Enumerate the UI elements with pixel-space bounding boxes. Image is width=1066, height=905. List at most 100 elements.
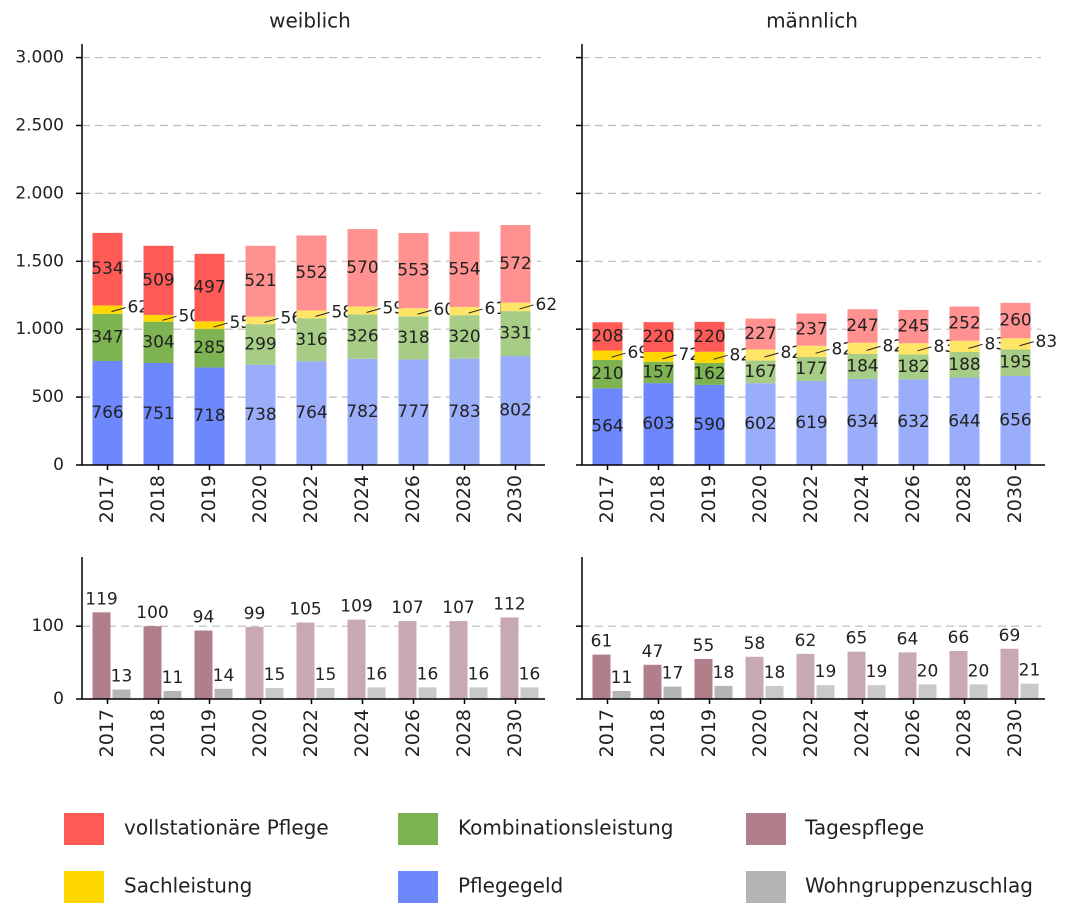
bar-segment [296, 361, 327, 465]
data-label: 157 [642, 362, 674, 382]
x-tick-label: 2026 [402, 709, 424, 757]
data-label: 16 [417, 664, 439, 684]
data-label: 347 [91, 327, 123, 347]
y-tick-label: 100 [32, 616, 64, 636]
x-tick-label: 2018 [147, 475, 169, 523]
label-leader [264, 317, 279, 323]
data-label: 18 [713, 663, 735, 683]
data-label: 751 [142, 404, 174, 424]
legend-swatch [746, 871, 786, 903]
data-label: 69 [999, 626, 1021, 646]
data-label: 119 [85, 589, 117, 609]
data-label: 534 [91, 259, 123, 279]
x-tick-label: 2019 [698, 709, 720, 757]
bar-segment [143, 245, 174, 315]
data-label: 107 [391, 598, 423, 618]
bar-segment [143, 321, 174, 364]
bar-segment [796, 345, 827, 357]
data-label: 777 [397, 402, 429, 422]
bar-segment [92, 360, 123, 465]
label-leader [468, 308, 483, 314]
bar [969, 684, 988, 699]
bar-segment [500, 311, 531, 357]
data-label: 112 [493, 594, 525, 614]
data-label: 17 [662, 664, 684, 684]
bar-segment [949, 377, 980, 465]
bar-segment [449, 315, 480, 359]
data-label: 184 [846, 356, 878, 376]
bar-segment [245, 364, 276, 465]
x-tick-label: 2020 [249, 475, 271, 523]
bar-segment [347, 306, 378, 315]
bar-segment [949, 306, 980, 341]
bar-segment [847, 353, 878, 379]
data-label: 94 [193, 608, 215, 628]
bar-segment [500, 225, 531, 303]
data-label: 100 [136, 603, 168, 623]
data-label: 603 [642, 414, 674, 434]
bar [745, 656, 764, 699]
data-label: 632 [897, 412, 929, 432]
panel-title: weiblich [269, 9, 351, 33]
x-tick-label: 2030 [1004, 709, 1026, 757]
x-tick-label: 2024 [851, 709, 873, 757]
bar-segment [245, 316, 276, 325]
bar-segment [347, 314, 378, 359]
x-tick-label: 2019 [198, 709, 220, 757]
bar-segment [296, 310, 327, 319]
bar [469, 687, 488, 699]
bar-segment [796, 356, 827, 381]
data-label: 66 [948, 628, 970, 648]
x-tick-label: 2028 [953, 475, 975, 523]
bar [520, 687, 539, 699]
bar [816, 685, 835, 699]
data-label: 227 [744, 324, 776, 344]
bar [1000, 648, 1019, 699]
data-label: 195 [999, 353, 1031, 373]
legend-label: vollstationäre Pflege [124, 816, 329, 840]
data-label: 47 [642, 642, 664, 662]
bar-segment [500, 356, 531, 465]
data-label: 16 [519, 664, 541, 684]
legend-label: Kombinationsleistung [458, 816, 673, 840]
data-label: 177 [795, 359, 827, 379]
data-label: 167 [744, 362, 776, 382]
bar [714, 685, 733, 699]
bar [592, 654, 611, 699]
bar-segment [592, 359, 623, 389]
bar-segment [194, 328, 225, 368]
data-label: 18 [764, 663, 786, 683]
bar-segment [398, 308, 429, 317]
x-tick-label: 2020 [249, 709, 271, 757]
data-label: 718 [193, 406, 225, 426]
data-label: 16 [366, 664, 388, 684]
bar [663, 686, 682, 699]
legend-label: Pflegegeld [458, 874, 563, 898]
bar-segment [745, 383, 776, 465]
x-tick-label: 2017 [96, 709, 118, 757]
bar-segment [347, 229, 378, 307]
bar-segment [194, 321, 225, 329]
x-tick-label: 2022 [800, 475, 822, 523]
data-label: 326 [346, 327, 378, 347]
bar-segment [796, 313, 827, 346]
bar [296, 622, 315, 699]
bar-segment [296, 318, 327, 362]
data-label: 656 [999, 410, 1031, 430]
data-label: 644 [948, 411, 980, 431]
bar-segment [398, 359, 429, 465]
x-tick-label: 2022 [800, 709, 822, 757]
x-tick-label: 2028 [953, 709, 975, 757]
bar-segment [143, 363, 174, 465]
data-label: 782 [346, 402, 378, 422]
bar-segment [347, 358, 378, 465]
data-label: 783 [448, 402, 480, 422]
bar [949, 650, 968, 699]
bar-segment [449, 231, 480, 307]
bar-segment [449, 358, 480, 465]
data-label: 220 [693, 327, 725, 347]
data-label: 11 [162, 668, 184, 688]
y-tick-label: 1.500 [15, 251, 64, 271]
bar-segment [949, 340, 980, 353]
